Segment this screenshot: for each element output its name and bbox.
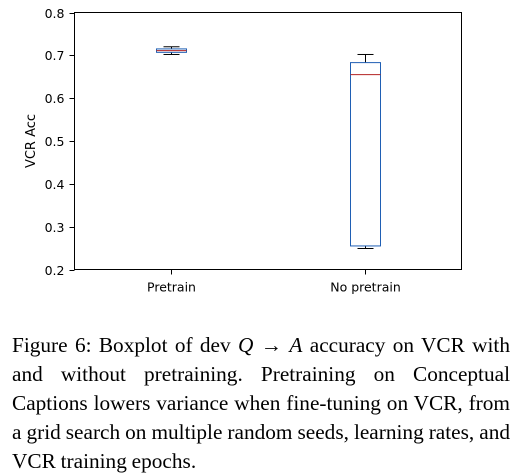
caption-math-a: A	[289, 333, 303, 357]
x-axis-ticks: Pretrain No pretrain	[147, 269, 401, 295]
box-pretrain	[156, 46, 187, 55]
y-tick-label: 0.7	[45, 48, 65, 63]
caption-rest: accuracy on VCR with and without pretrai…	[12, 333, 510, 473]
boxplot-chart: 0.2 0.3 0.4 0.5 0.6 0.7 0.8 Pretrain No pretrai…	[24, 6, 462, 295]
y-axis-label: VCR Acc	[24, 114, 39, 168]
y-tick-label: 0.8	[45, 6, 65, 21]
caption-math-q: Q	[238, 333, 254, 357]
plot-frame	[74, 12, 462, 270]
y-tick-label: 0.5	[45, 134, 65, 149]
y-tick-label: 0.4	[45, 177, 65, 192]
caption-prefix: Figure 6: Boxplot of dev	[12, 333, 239, 357]
boxes	[156, 46, 381, 250]
figure-caption: Figure 6: Boxplot of dev Q → A accuracy …	[12, 331, 510, 476]
y-tick-label: 0.2	[45, 263, 65, 278]
x-tick-label: Pretrain	[147, 280, 196, 295]
box-no-pretrain	[350, 53, 381, 250]
box-iqr	[350, 62, 381, 247]
y-tick-label: 0.6	[45, 91, 65, 106]
caption-arrow: →	[253, 333, 290, 357]
x-tick-label: No pretrain	[330, 280, 401, 295]
axes	[74, 12, 462, 270]
y-tick-label: 0.3	[45, 220, 65, 235]
y-axis-ticks: 0.2 0.3 0.4 0.5 0.6 0.7 0.8	[45, 6, 75, 278]
